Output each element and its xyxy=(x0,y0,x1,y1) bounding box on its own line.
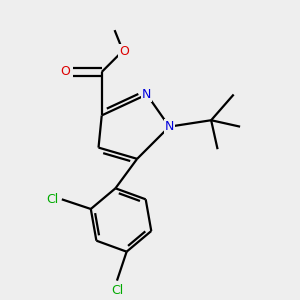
Text: O: O xyxy=(119,44,129,58)
Text: N: N xyxy=(142,88,152,101)
Text: O: O xyxy=(60,65,70,79)
Text: Cl: Cl xyxy=(46,193,58,206)
Text: Cl: Cl xyxy=(111,284,123,297)
Text: N: N xyxy=(165,120,174,133)
